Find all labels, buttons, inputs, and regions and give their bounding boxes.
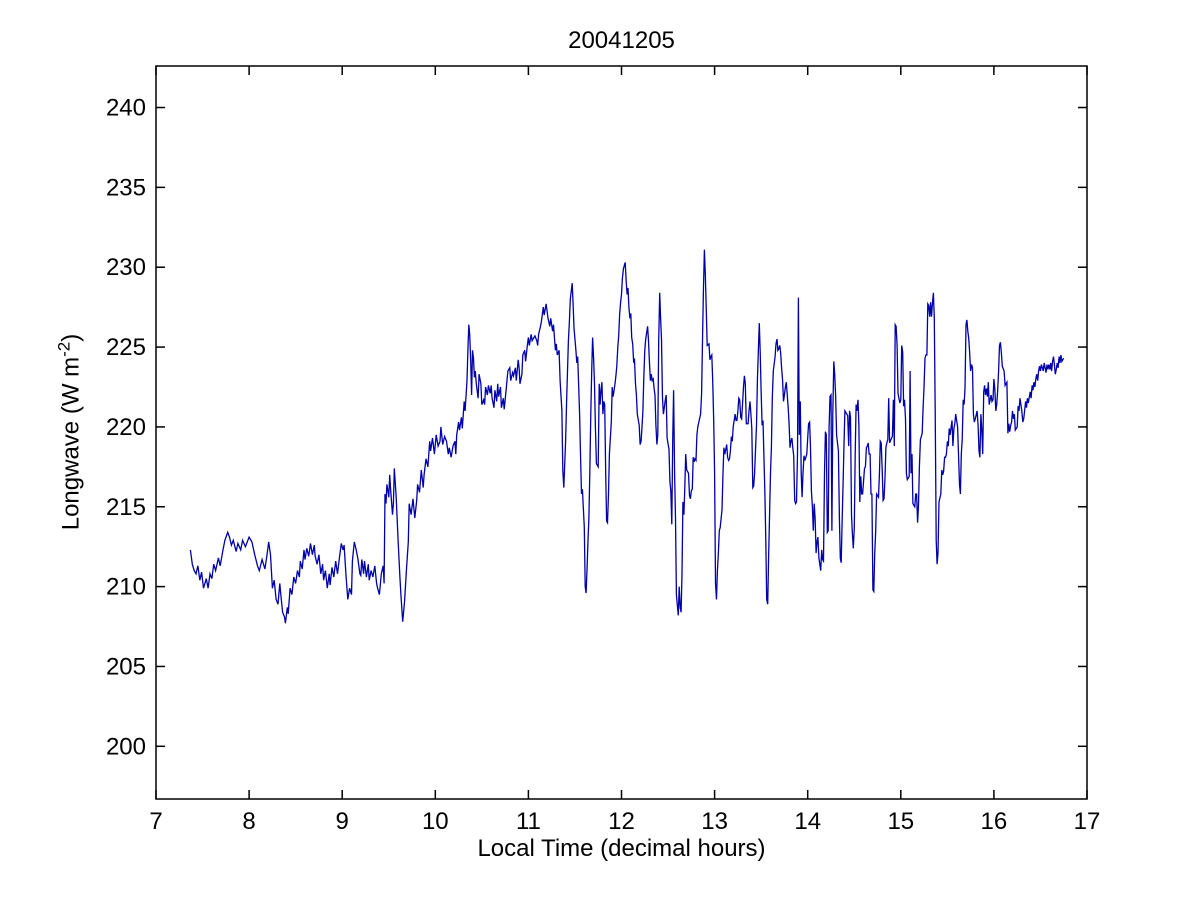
x-tick-label: 12 xyxy=(608,808,635,835)
x-tick-label: 14 xyxy=(794,808,821,835)
y-tick-label: 235 xyxy=(106,174,146,201)
y-tick-label: 200 xyxy=(106,733,146,760)
y-tick-label: 215 xyxy=(106,494,146,521)
x-tick-label: 11 xyxy=(516,808,541,835)
x-tick-label: 13 xyxy=(701,808,728,835)
x-axis-label: Local Time (decimal hours) xyxy=(477,835,766,862)
plot-box xyxy=(155,65,1088,800)
y-tick-label: 230 xyxy=(106,254,146,281)
x-tick-label: 7 xyxy=(149,808,162,835)
y-axis-label-text: Longwave (W m xyxy=(57,356,85,531)
y-tick-label: 205 xyxy=(106,653,146,680)
y-tick-label: 225 xyxy=(106,334,146,361)
y-tick-label: 220 xyxy=(106,414,146,441)
chart-title: 20041205 xyxy=(568,27,675,54)
y-axis-label: Longwave (W m-2) xyxy=(55,334,86,531)
y-axis-label-superscript: -2 xyxy=(54,341,74,357)
x-tick-label: 10 xyxy=(422,808,449,835)
x-tick-label: 16 xyxy=(981,808,1008,835)
y-tick-label: 240 xyxy=(106,95,146,122)
x-tick-label: 17 xyxy=(1074,808,1101,835)
x-tick-label: 8 xyxy=(242,808,255,835)
y-axis-label-suffix: ) xyxy=(57,333,85,342)
x-tick-label: 9 xyxy=(336,808,349,835)
data-series-line xyxy=(189,249,1065,624)
y-tick-label: 210 xyxy=(106,574,146,601)
x-tick-label: 15 xyxy=(887,808,914,835)
